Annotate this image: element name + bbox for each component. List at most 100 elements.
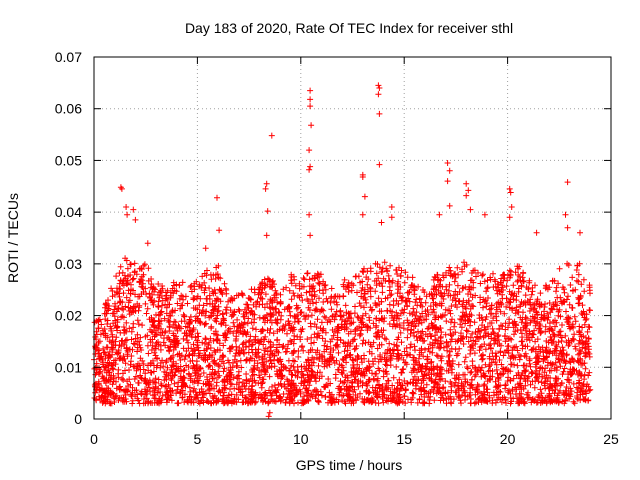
data-point (184, 398, 191, 405)
outlier-point (263, 232, 270, 239)
data-point (459, 301, 466, 308)
data-point (563, 384, 570, 390)
data-point (434, 277, 441, 284)
data-point (121, 355, 128, 362)
data-point (129, 276, 136, 283)
data-point (213, 298, 220, 304)
data-point (342, 302, 349, 309)
data-point (431, 273, 438, 280)
data-point (569, 274, 576, 281)
data-point (210, 290, 217, 297)
data-point (142, 285, 149, 292)
data-point (366, 314, 373, 321)
data-point (477, 294, 484, 301)
data-point (233, 292, 240, 299)
data-point (364, 327, 371, 334)
data-point (475, 269, 481, 276)
data-point (476, 347, 483, 354)
data-point (391, 389, 398, 396)
data-point (475, 383, 482, 390)
data-point (433, 372, 440, 379)
data-point (381, 335, 388, 342)
data-point (461, 263, 468, 270)
data-point (477, 344, 484, 350)
data-point (557, 328, 564, 335)
data-point (443, 338, 450, 345)
data-point (459, 392, 466, 398)
data-point (313, 378, 319, 385)
x-tick-label: 20 (500, 431, 516, 447)
chart-title: Day 183 of 2020, Rate Of TEC Index for r… (185, 20, 513, 36)
data-point (116, 384, 123, 391)
data-point (171, 287, 178, 294)
data-point (268, 284, 275, 291)
data-point (298, 374, 305, 381)
data-point (158, 308, 165, 315)
data-point (155, 291, 161, 298)
data-point (231, 308, 238, 315)
data-point (493, 287, 500, 294)
data-point (195, 380, 201, 387)
data-point (250, 395, 257, 402)
data-point (431, 384, 438, 391)
data-point (446, 287, 452, 294)
data-point (407, 379, 414, 386)
data-point (472, 341, 479, 347)
data-point (379, 268, 386, 275)
data-point (168, 377, 175, 384)
data-point (225, 367, 232, 373)
data-point (92, 343, 99, 350)
data-point (260, 336, 267, 343)
data-point (318, 319, 325, 326)
data-point (204, 374, 210, 380)
data-point (251, 289, 258, 296)
data-point (230, 374, 237, 381)
data-point (563, 352, 570, 359)
data-point (121, 272, 128, 279)
data-point (446, 281, 453, 288)
data-point (113, 385, 120, 392)
data-point (287, 312, 294, 319)
data-point (424, 356, 431, 362)
data-point (229, 343, 236, 350)
data-point (475, 396, 482, 403)
data-point (510, 282, 517, 289)
data-point (207, 345, 214, 351)
data-point (122, 360, 129, 367)
data-point (286, 287, 293, 294)
data-point (144, 342, 151, 349)
data-point (519, 370, 526, 376)
data-point (426, 397, 433, 403)
data-point (300, 382, 307, 389)
data-point (580, 381, 587, 388)
data-point (509, 290, 516, 296)
outlier-point (562, 211, 569, 218)
data-point (264, 348, 271, 355)
data-point (329, 336, 335, 343)
data-point (411, 361, 418, 368)
data-point (421, 289, 428, 296)
data-point (283, 284, 290, 291)
data-point (390, 395, 397, 402)
data-point (443, 269, 449, 276)
data-point (328, 293, 335, 300)
outlier-point (533, 229, 540, 236)
data-point (388, 355, 394, 362)
data-point (117, 277, 124, 284)
data-point (230, 330, 237, 337)
data-point (188, 282, 195, 289)
data-point (129, 397, 136, 404)
data-point (213, 315, 220, 322)
data-point (445, 353, 452, 360)
data-point (142, 300, 149, 307)
outlier-point (436, 211, 443, 218)
data-point (232, 337, 239, 344)
data-point (404, 326, 411, 333)
data-point (452, 274, 459, 281)
data-point (313, 299, 320, 306)
data-point (106, 400, 113, 407)
data-point (322, 394, 329, 400)
data-point (391, 313, 398, 320)
data-point (133, 373, 139, 380)
data-point (340, 281, 347, 288)
